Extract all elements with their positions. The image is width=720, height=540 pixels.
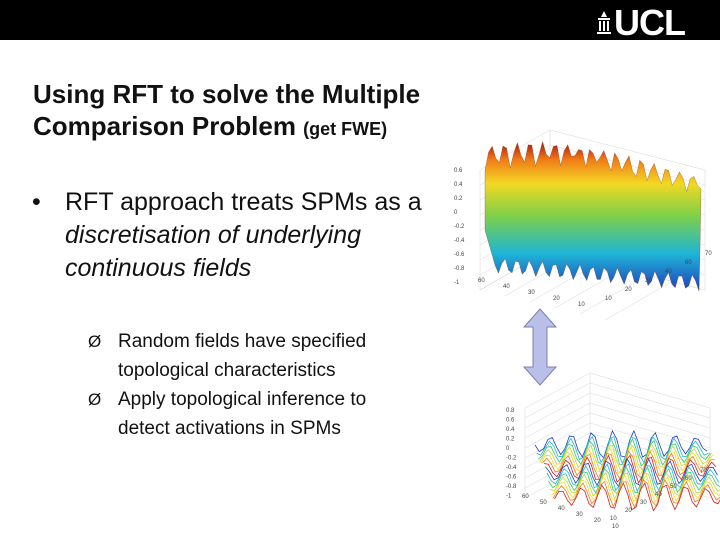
y-tick-label: 60 — [685, 476, 692, 482]
y-tick-label: 20 — [625, 508, 632, 514]
x-tick-label: 60 — [522, 494, 529, 500]
z-tick-label: -0.6 — [506, 475, 517, 481]
y-tick-label: 20 — [625, 287, 632, 293]
z-tick-label: -0.2 — [454, 224, 465, 230]
z-tick-label: -0.6 — [454, 252, 465, 258]
mesh-line — [554, 482, 720, 512]
z-tick-label: -0.8 — [506, 484, 517, 490]
y-tick-label: 30 — [645, 278, 652, 284]
z-tick-label: -0.4 — [506, 465, 517, 471]
mesh-line — [545, 458, 718, 488]
y-tick-label: 70 — [700, 468, 707, 474]
y-tick-label: 50 — [670, 484, 677, 490]
z-tick-label: 0.4 — [454, 182, 463, 188]
mesh-line — [536, 435, 709, 465]
y-tick-label: 70 — [705, 251, 712, 257]
z-tick-label: 0.6 — [454, 168, 463, 174]
x-tick-label: 10 — [612, 524, 619, 530]
surface-plot-discrete: 0.8 0.6 0.4 0.2 0 -0.2 -0.4 -0.6 -0.8 -1 60 50 40 30 2… — [506, 372, 720, 530]
bullet-marker: • — [32, 188, 41, 216]
y-tick-label: 30 — [640, 500, 647, 506]
x-tick-label: 30 — [528, 290, 535, 296]
y-tick-label: 60 — [685, 260, 692, 266]
x-tick-label: 20 — [594, 518, 601, 524]
z-tick-label: 0.4 — [506, 427, 515, 433]
mesh-line — [549, 471, 720, 501]
surface-plot-continuous: 0.6 0.4 0.2 0 -0.2 -0.4 -0.6 -0.8 -1 60 40 30 20 10 70… — [454, 129, 712, 321]
y-tick-label: 40 — [665, 269, 672, 275]
y-tick-label: 40 — [655, 492, 662, 498]
mesh-line — [540, 446, 714, 476]
double-arrow-icon — [522, 308, 558, 386]
ucl-logo: UCL — [594, 3, 704, 43]
title-suffix: (get FWE) — [303, 119, 388, 139]
title-main: Using RFT to solve the Multiple Comparis… — [33, 79, 421, 141]
z-tick-label: -0.2 — [506, 456, 517, 462]
x-tick-label: 20 — [553, 296, 560, 302]
sub-bullet-text: Apply topological inference to detect ac… — [118, 389, 367, 439]
z-tick-label: 0.6 — [506, 418, 515, 424]
z-tick-label: -0.8 — [454, 266, 465, 272]
surface-mesh — [484, 141, 702, 292]
x-tick-label: 30 — [576, 512, 583, 518]
bullet-text-plain: RFT approach treats SPMs as a — [65, 188, 422, 216]
x-tick-label: 40 — [503, 284, 510, 290]
mesh-line — [542, 450, 715, 480]
z-tick-label: 0.2 — [506, 437, 515, 443]
z-tick-label: 0 — [506, 446, 510, 452]
x-tick-label: 60 — [478, 278, 485, 284]
mesh-line — [534, 429, 708, 459]
sub-bullet-marker: Ø — [88, 390, 102, 409]
sub-bullet-text: Random fields have specified topological… — [118, 331, 367, 381]
z-tick-label: 0.8 — [506, 408, 515, 414]
mesh-line — [546, 463, 720, 493]
z-tick-label: 0 — [454, 210, 458, 216]
z-tick-label: -1 — [454, 280, 460, 286]
slide-title: Using RFT to solve the Multiple Comparis… — [33, 78, 503, 145]
sub-bullet-marker: Ø — [88, 332, 102, 351]
x-tick-label: 10 — [578, 302, 585, 308]
logo-text: UCL — [614, 2, 686, 43]
mesh-line — [543, 454, 717, 484]
z-tick-label: 0.2 — [454, 196, 463, 202]
y-tick-label: 10 — [610, 516, 617, 522]
mesh-line — [548, 465, 720, 495]
y-tick-label: 10 — [605, 296, 612, 302]
z-tick-label: -1 — [506, 494, 512, 500]
x-tick-label: 40 — [558, 506, 565, 512]
portico-icon — [597, 11, 611, 34]
x-tick-label: 50 — [540, 500, 547, 506]
bullet-text: RFT approach treats SPMs as a discretisa… — [65, 186, 445, 285]
mesh-lines — [534, 429, 720, 512]
bullet-text-italic: discretisation of underlying continuous … — [65, 221, 361, 282]
z-tick-label: -0.4 — [454, 238, 465, 244]
